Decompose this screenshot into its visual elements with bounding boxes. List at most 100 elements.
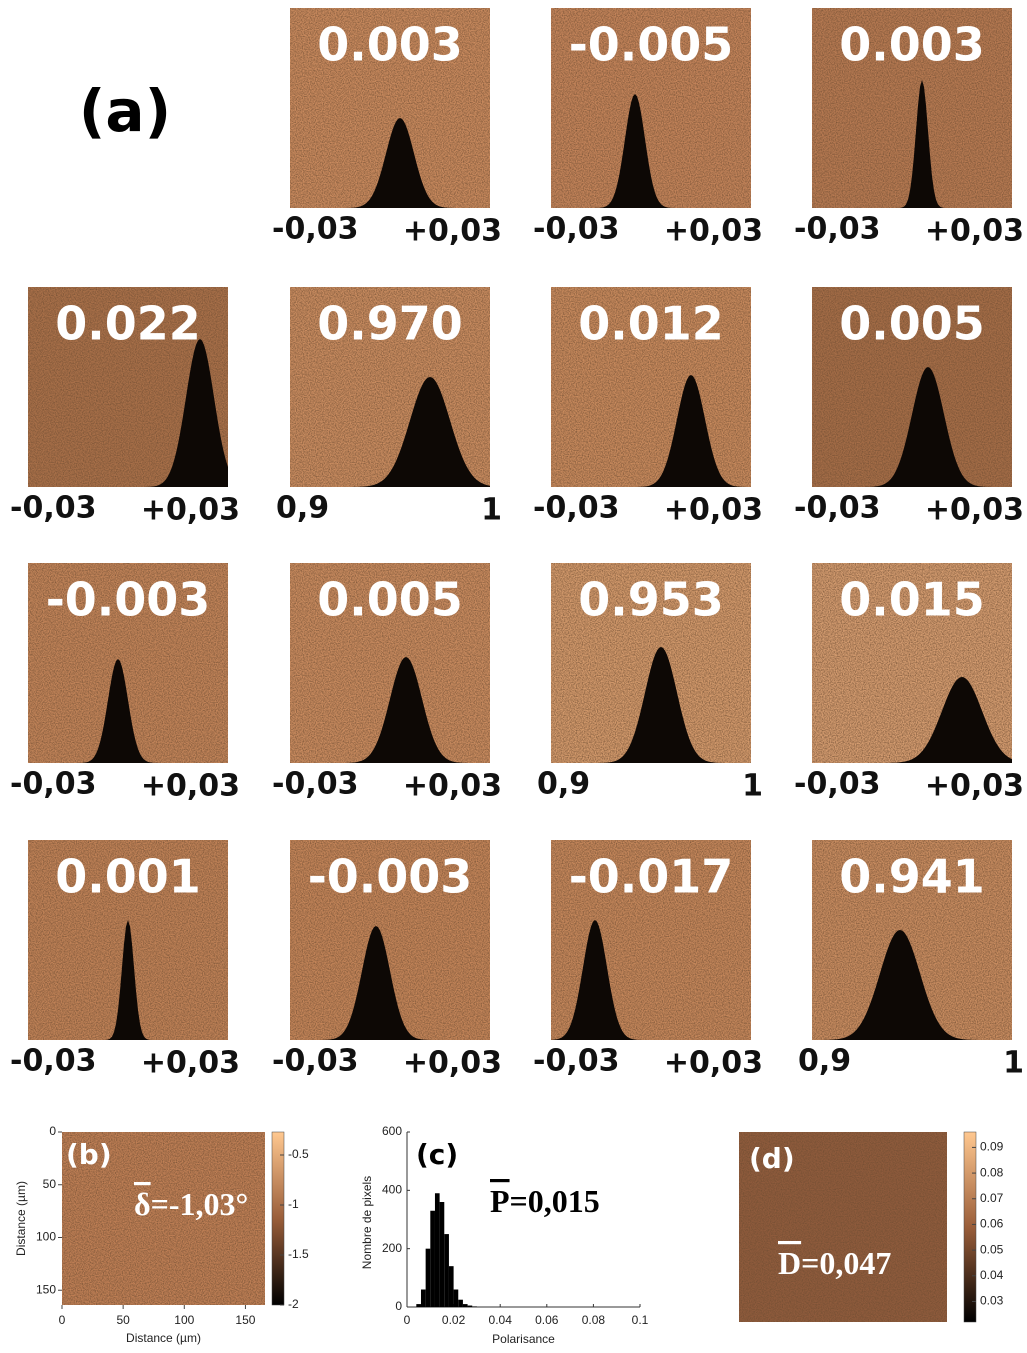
y-tick-label: 150: [36, 1282, 56, 1296]
y-tick-label: 100: [36, 1230, 56, 1244]
colorbar: [963, 1131, 977, 1323]
x-tick-label: 0: [404, 1313, 411, 1327]
range-min: -0,03: [794, 212, 880, 247]
annotation: δ=-1,03°: [134, 1186, 248, 1222]
range-max: +0,03: [141, 1046, 240, 1081]
cell-value: 0.022: [55, 297, 201, 351]
annotation-value: =0,047: [801, 1245, 891, 1281]
x-axis-label: Distance (µm): [126, 1331, 201, 1345]
range-max: +0,03: [664, 493, 763, 528]
cell-value: -0.003: [46, 573, 211, 627]
histogram-shape: [290, 926, 490, 1040]
colorbar-tick-label: 0.08: [980, 1165, 1004, 1179]
x-tick-label: 150: [235, 1313, 255, 1327]
bar: [416, 1304, 421, 1307]
bar: [467, 1305, 473, 1307]
range-max: +0,03: [925, 214, 1024, 249]
range-min: 0,9: [276, 491, 329, 526]
range-min: -0,03: [10, 491, 96, 526]
bar: [439, 1202, 445, 1307]
range-min: 0,9: [798, 1044, 851, 1079]
cell-value: 0.001: [55, 850, 201, 904]
bar: [448, 1266, 454, 1307]
x-tick-label: 0: [59, 1313, 66, 1327]
range-min: -0,03: [272, 767, 358, 802]
colorbar: [271, 1131, 285, 1306]
histogram-shape: [290, 377, 490, 487]
panel-label: (c): [416, 1138, 458, 1171]
histogram-shape: [812, 930, 1012, 1040]
range-max: 1: [1003, 1046, 1024, 1081]
x-tick-label: 0.08: [582, 1313, 606, 1327]
y-tick-label: 600: [382, 1124, 402, 1138]
histogram-shape: [551, 647, 751, 763]
annotation: P=0,015: [490, 1183, 600, 1219]
range-min: -0,03: [794, 767, 880, 802]
symbol: P: [490, 1183, 510, 1219]
bar: [458, 1299, 463, 1307]
histogram-shape: [290, 657, 490, 763]
cell-value: 0.003: [317, 18, 463, 72]
x-tick-label: 0.02: [442, 1313, 466, 1327]
range-min: -0,03: [533, 491, 619, 526]
panel-label: (b): [66, 1138, 112, 1171]
range-max: +0,03: [403, 214, 502, 249]
y-axis-label: Distance (µm): [14, 1181, 28, 1256]
range-min: -0,03: [10, 1044, 96, 1079]
range-min: 0,9: [537, 767, 590, 802]
bar: [430, 1210, 435, 1307]
x-tick-label: 100: [174, 1313, 194, 1327]
range-max: 1: [742, 769, 763, 804]
annotation-value: =0,015: [510, 1183, 600, 1219]
cell-value: 0.005: [839, 297, 985, 351]
histogram-shape: [551, 375, 751, 487]
bar: [444, 1234, 449, 1307]
range-min: -0,03: [533, 212, 619, 247]
cell-value: 0.015: [839, 573, 985, 627]
cell-value: -0.017: [569, 850, 734, 904]
y-tick-label: 0: [49, 1124, 56, 1138]
colorbar-tick-label: -0.5: [288, 1147, 309, 1161]
bar: [425, 1248, 431, 1307]
range-min: -0,03: [533, 1044, 619, 1079]
x-tick-label: 0.1: [632, 1313, 649, 1327]
range-max: +0,03: [403, 1046, 502, 1081]
image-grain: [812, 8, 1012, 208]
colorbar-tick-label: 0.03: [980, 1294, 1004, 1308]
colorbar-tick-label: -1: [288, 1197, 299, 1211]
y-tick-label: 400: [382, 1183, 402, 1197]
range-max: +0,03: [403, 769, 502, 804]
colorbar-tick-label: -1.5: [288, 1247, 309, 1261]
image-grain: [739, 1132, 947, 1322]
y-axis-label: Nombre de pixels: [360, 1176, 374, 1269]
range-max: +0,03: [141, 769, 240, 804]
panel-label: (a): [79, 77, 171, 145]
bar: [420, 1289, 426, 1307]
symbol: D: [778, 1245, 801, 1281]
histogram-shape: [28, 920, 228, 1040]
range-min: -0,03: [272, 1044, 358, 1079]
colorbar-tick-label: 0.07: [980, 1191, 1004, 1205]
x-axis-label: Polarisance: [492, 1332, 555, 1346]
range-min: -0,03: [272, 212, 358, 247]
panel-label: (d): [749, 1142, 795, 1175]
histogram-shape: [812, 367, 1012, 487]
range-max: +0,03: [925, 493, 1024, 528]
cell-value: 0.003: [839, 18, 985, 72]
cell-value: 0.005: [317, 573, 463, 627]
range-max: +0,03: [664, 214, 763, 249]
x-tick-label: 0.04: [489, 1313, 513, 1327]
cell-value: -0.005: [569, 18, 734, 72]
histogram-shape: [28, 659, 228, 763]
colorbar-tick-label: 0.05: [980, 1242, 1004, 1256]
cell-value: 0.953: [578, 573, 724, 627]
range-min: -0,03: [794, 491, 880, 526]
y-tick-label: 50: [43, 1177, 57, 1191]
bar: [462, 1304, 468, 1307]
image-grain: [551, 8, 751, 208]
range-max: +0,03: [664, 1046, 763, 1081]
image-grain: [62, 1132, 265, 1305]
annotation: D=0,047: [778, 1245, 891, 1281]
colorbar-tick-label: 0.04: [980, 1268, 1004, 1282]
